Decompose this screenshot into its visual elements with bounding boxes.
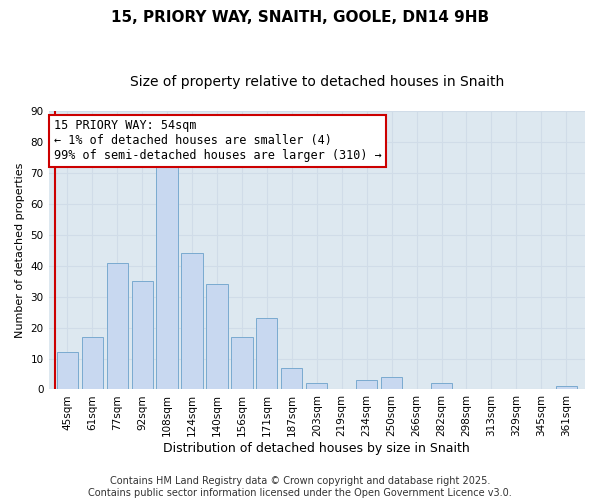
X-axis label: Distribution of detached houses by size in Snaith: Distribution of detached houses by size … xyxy=(163,442,470,455)
Bar xyxy=(556,386,577,390)
Bar xyxy=(107,262,128,390)
Bar xyxy=(306,384,328,390)
Bar xyxy=(181,254,203,390)
Bar xyxy=(82,337,103,390)
Title: Size of property relative to detached houses in Snaith: Size of property relative to detached ho… xyxy=(130,75,504,89)
Bar xyxy=(281,368,302,390)
Text: Contains HM Land Registry data © Crown copyright and database right 2025.
Contai: Contains HM Land Registry data © Crown c… xyxy=(88,476,512,498)
Bar xyxy=(232,337,253,390)
Y-axis label: Number of detached properties: Number of detached properties xyxy=(15,162,25,338)
Bar xyxy=(206,284,227,390)
Text: 15, PRIORY WAY, SNAITH, GOOLE, DN14 9HB: 15, PRIORY WAY, SNAITH, GOOLE, DN14 9HB xyxy=(111,10,489,25)
Text: 15 PRIORY WAY: 54sqm
← 1% of detached houses are smaller (4)
99% of semi-detache: 15 PRIORY WAY: 54sqm ← 1% of detached ho… xyxy=(54,120,382,162)
Bar xyxy=(131,281,153,390)
Bar xyxy=(56,352,78,390)
Bar xyxy=(431,384,452,390)
Bar xyxy=(381,377,402,390)
Bar xyxy=(356,380,377,390)
Bar xyxy=(256,318,277,390)
Bar xyxy=(157,166,178,390)
